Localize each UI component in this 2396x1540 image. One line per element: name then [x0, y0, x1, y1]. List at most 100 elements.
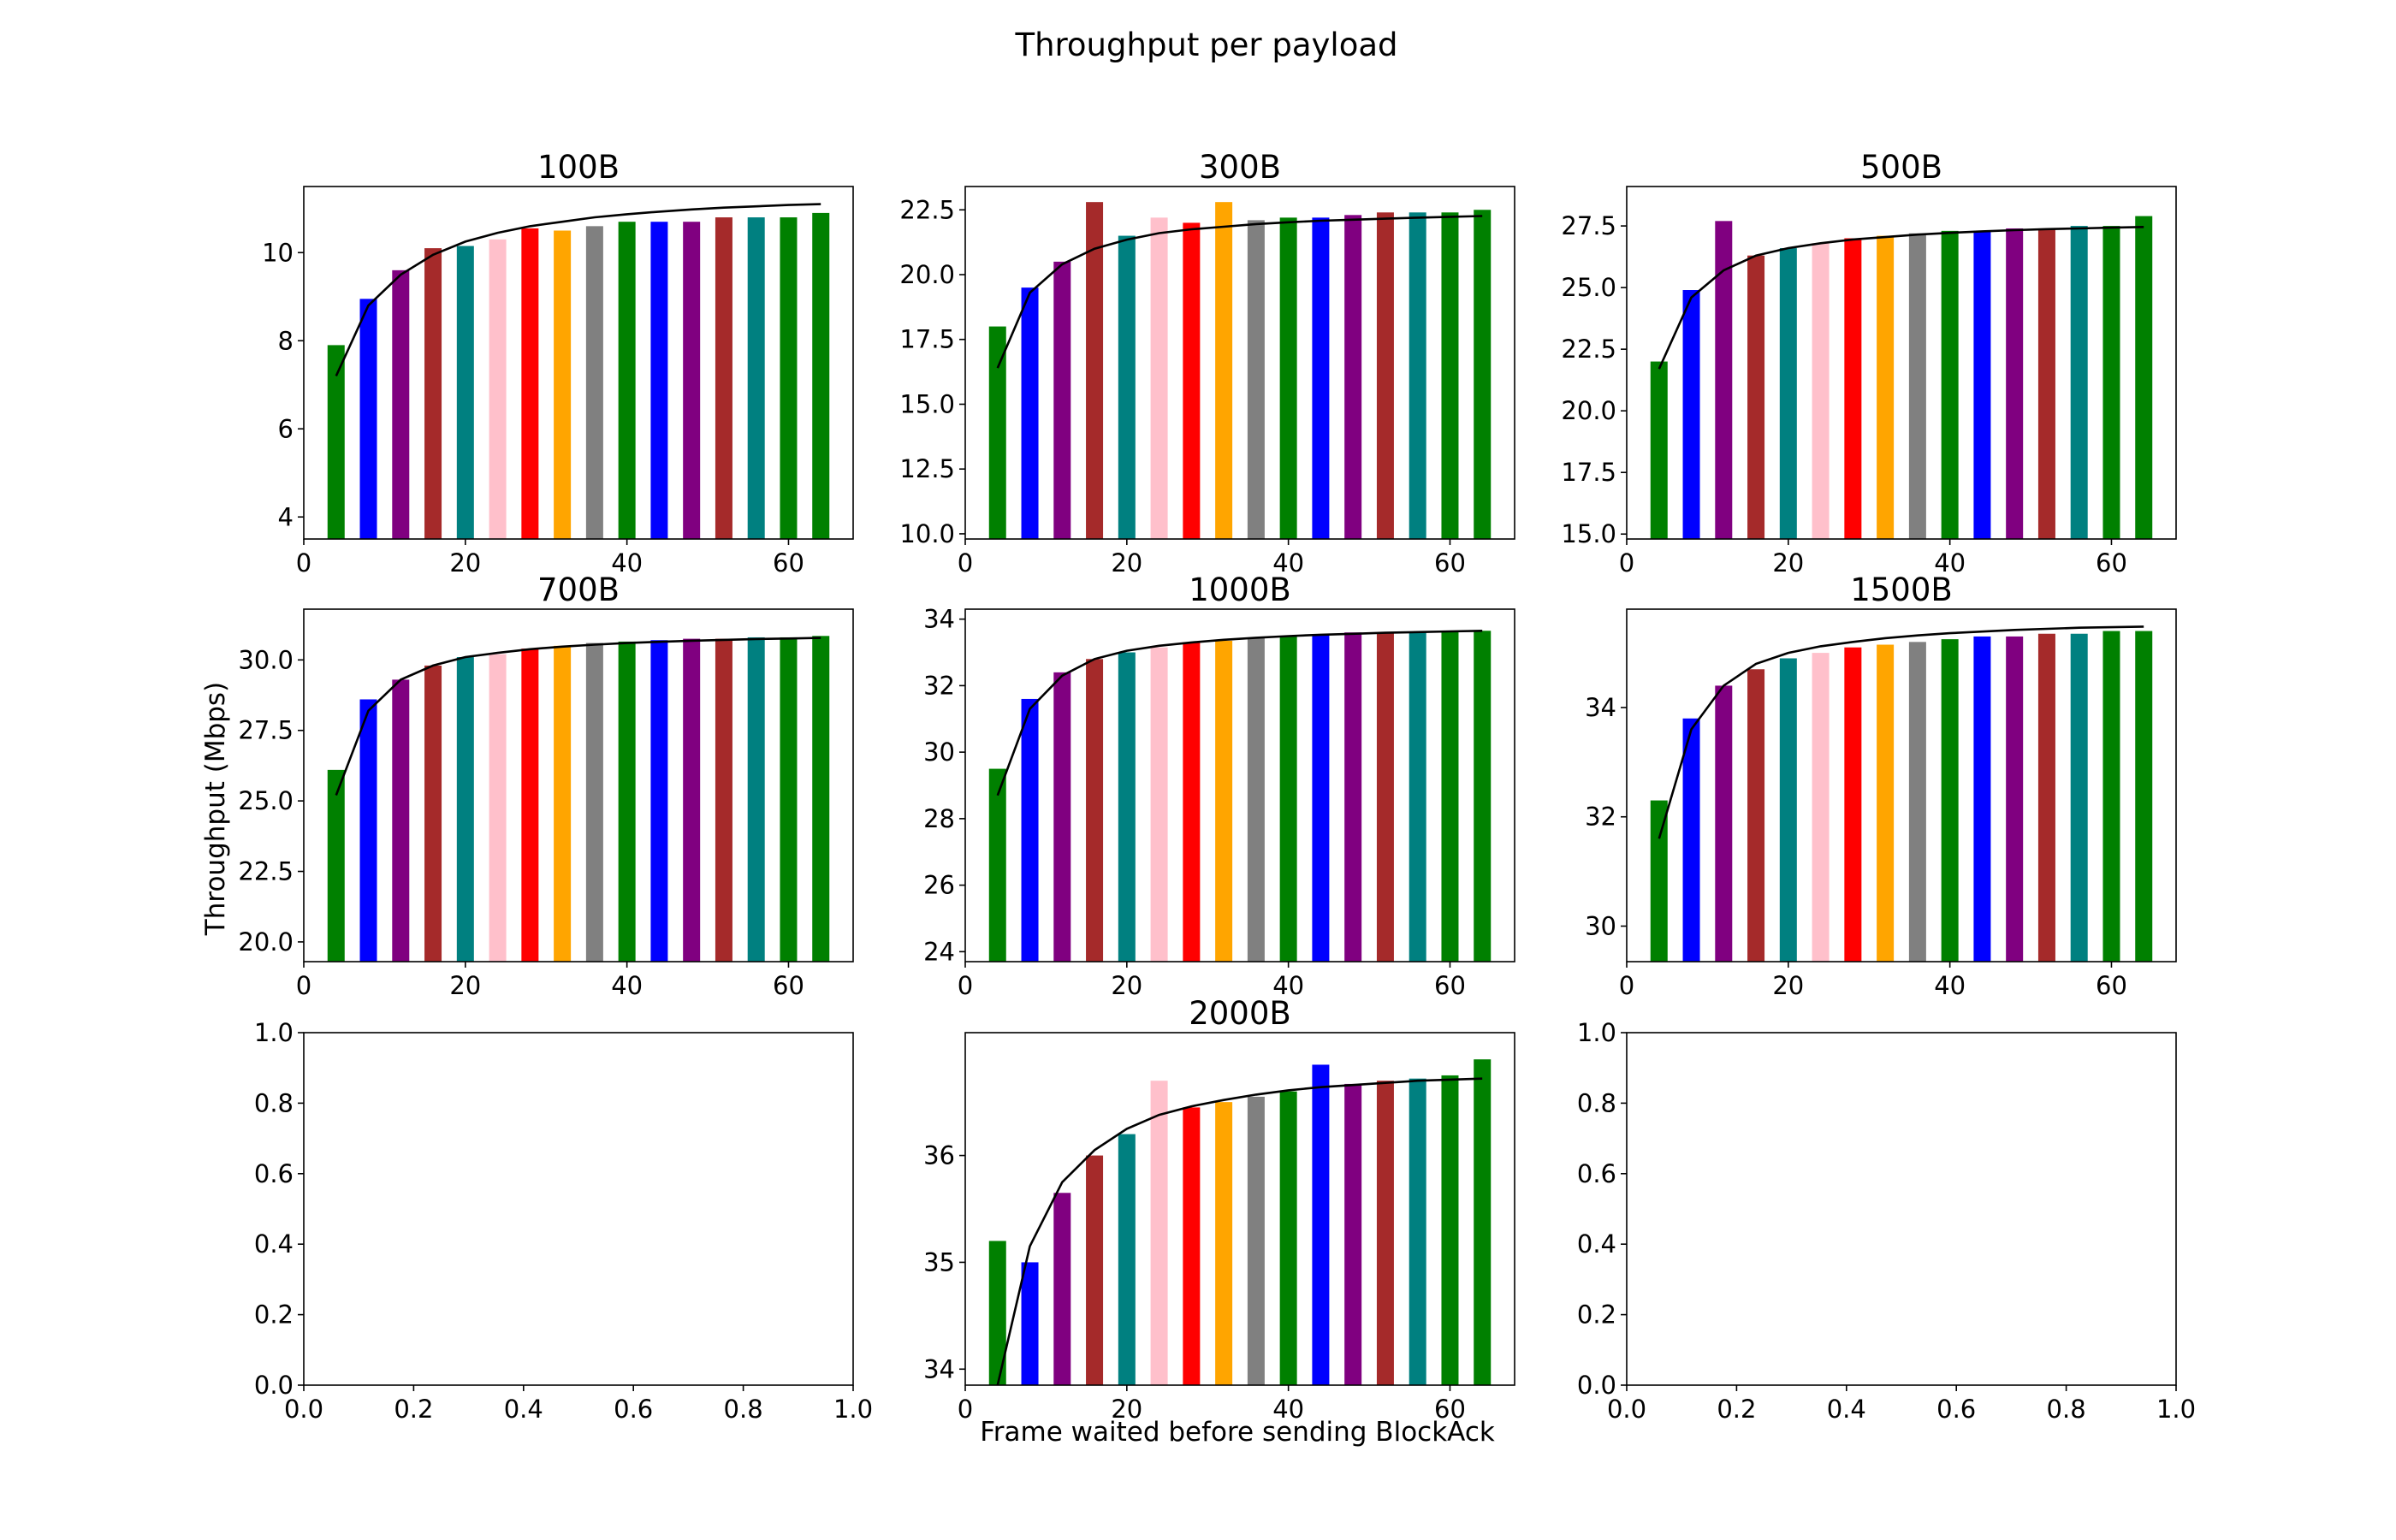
- y-tick-label: 20.0: [1561, 396, 1616, 425]
- bar: [327, 345, 345, 539]
- bar: [812, 636, 830, 962]
- axes-frame: [303, 186, 854, 540]
- y-tick-label: 0.8: [1577, 1088, 1616, 1117]
- y-tick-label: 8: [278, 326, 294, 355]
- bar: [1183, 222, 1201, 539]
- bar: [1215, 640, 1233, 962]
- fit-line: [1658, 625, 2144, 839]
- bar: [1021, 1262, 1039, 1385]
- bar: [1021, 698, 1039, 962]
- y-tick-label: 34: [923, 605, 955, 634]
- y-tick-label: 0.8: [254, 1088, 294, 1117]
- bar: [1279, 1091, 1297, 1385]
- y-tick-label: 15.0: [899, 389, 955, 418]
- x-tick-label: 60: [1434, 1395, 1466, 1424]
- y-tick-label: 17.5: [899, 325, 955, 354]
- y-tick-label: 10.0: [899, 519, 955, 548]
- x-tick-label: 1.0: [2156, 1395, 2196, 1424]
- bar: [1344, 1083, 1362, 1385]
- x-tick-label: 20: [1772, 971, 1804, 1000]
- x-tick-label: 20: [449, 971, 481, 1000]
- bar: [1650, 800, 1668, 962]
- bar: [1118, 1134, 1136, 1385]
- y-tick-label: 27.5: [1561, 211, 1616, 240]
- bar: [1150, 217, 1168, 539]
- bar: [1150, 1081, 1168, 1385]
- y-tick-label: 26: [923, 871, 955, 900]
- bar: [1941, 639, 1959, 962]
- x-tick-label: 0.6: [1936, 1395, 1976, 1424]
- figure-title: Throughput per payload: [1014, 27, 1397, 63]
- bar: [1474, 1059, 1492, 1385]
- x-tick-label: 60: [773, 548, 804, 578]
- axes-frame: [1626, 1032, 2177, 1386]
- bar: [327, 769, 345, 962]
- bar: [2006, 636, 2024, 962]
- y-tick-label: 0.6: [1577, 1159, 1616, 1188]
- bar: [715, 638, 732, 962]
- bar: [683, 638, 701, 962]
- x-tick-label: 0.6: [614, 1395, 653, 1424]
- bar: [1877, 235, 1895, 539]
- bar: [1344, 632, 1362, 962]
- y-tick-label: 35: [923, 1247, 955, 1276]
- bar: [1747, 669, 1765, 962]
- axes-frame: [964, 186, 1515, 540]
- x-tick-label: 40: [1272, 971, 1304, 1000]
- bar: [1779, 658, 1797, 962]
- bar: [1877, 644, 1895, 962]
- bar: [1812, 653, 1830, 962]
- x-tick-label: 0.4: [504, 1395, 543, 1424]
- y-tick-label: 36: [923, 1141, 955, 1170]
- y-tick-label: 0.2: [254, 1300, 294, 1330]
- x-tick-label: 0.0: [1607, 1395, 1646, 1424]
- fit-line: [335, 203, 821, 376]
- bar: [747, 637, 765, 962]
- y-tick-label: 32: [923, 671, 955, 700]
- bar: [1941, 230, 1959, 539]
- bar: [988, 768, 1006, 962]
- subplot-title: 300B: [1199, 149, 1281, 186]
- x-tick-label: 40: [611, 971, 643, 1000]
- axes-frame: [1626, 608, 2177, 962]
- subplot-title: 2000B: [1189, 995, 1291, 1032]
- y-tick-label: 10: [262, 238, 294, 267]
- bar: [1973, 636, 1991, 962]
- y-tick-label: 0.4: [1577, 1229, 1616, 1259]
- x-tick-label: 40: [1272, 548, 1304, 578]
- bar: [2006, 228, 2024, 539]
- subplot-8: 2000B 0 20 40 60 34 35 36: [923, 995, 1515, 1424]
- bar: [424, 665, 442, 962]
- bar: [1409, 212, 1426, 539]
- bar: [554, 645, 572, 962]
- bar: [1086, 202, 1104, 540]
- subplot-5: 1000B 0 20 40 60 24 26 28 30 32 34: [923, 572, 1515, 1000]
- subplot-9: 0.0 0.2 0.4 0.6 0.8 1.0 0.0 0.2 0.4 0.6 0.8 1.0: [1577, 1018, 2196, 1424]
- x-tick-label: 60: [1434, 548, 1466, 578]
- bar: [1312, 217, 1330, 539]
- bar: [489, 239, 507, 539]
- x-tick-label: 60: [2096, 971, 2127, 1000]
- y-tick-label: 1.0: [1577, 1018, 1616, 1047]
- y-tick-label: 30: [1585, 911, 1616, 940]
- bar: [1682, 718, 1700, 962]
- bar: [1376, 632, 1394, 962]
- x-tick-label: 40: [611, 548, 643, 578]
- bar: [1053, 1193, 1071, 1385]
- y-tick-label: 0.2: [1577, 1300, 1616, 1330]
- subplot-1: 100B 0 20 40 60 4 6 8 10: [262, 149, 854, 578]
- y-tick-label: 25.0: [1561, 273, 1616, 302]
- bar: [2037, 228, 2055, 539]
- x-tick-label: 0.8: [724, 1395, 763, 1424]
- bar: [1908, 233, 1926, 539]
- x-axis-label: Frame waited before sending BlockAck: [980, 1417, 1495, 1448]
- bar: [2135, 631, 2153, 962]
- bar: [1844, 238, 1862, 539]
- bar: [521, 228, 539, 539]
- bar: [1279, 636, 1297, 962]
- bar: [585, 643, 603, 962]
- subplot-7: 0.0 0.2 0.4 0.6 0.8 1.0 0.0 0.2 0.4 0.6 0.8 1.0: [254, 1018, 873, 1424]
- y-tick-label: 6: [278, 414, 294, 443]
- bar: [1715, 685, 1733, 962]
